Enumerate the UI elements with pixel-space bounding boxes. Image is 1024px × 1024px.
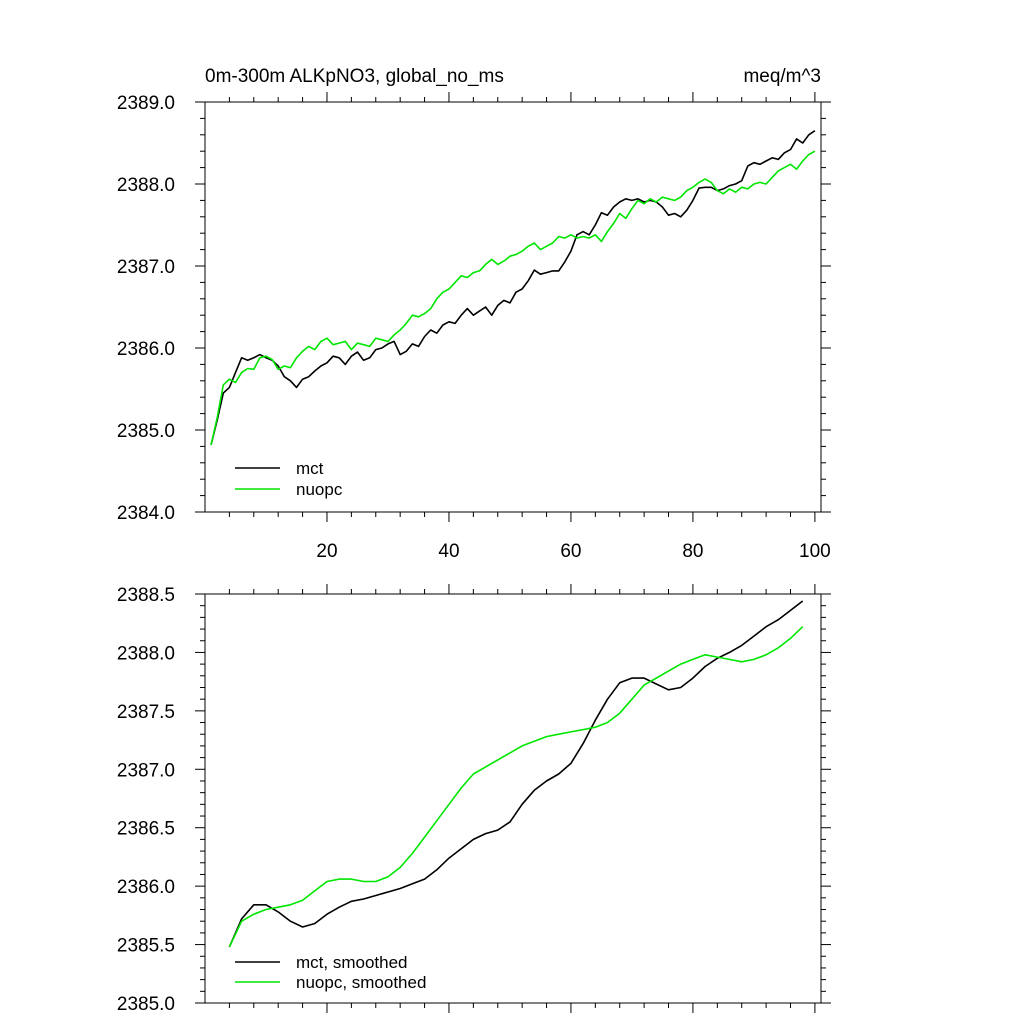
y-tick-label: 2387.0 (117, 760, 175, 781)
y-tick-label: 2388.0 (117, 175, 175, 196)
legend-label: nuopc, smoothed (296, 973, 426, 992)
chart-title-left: 0m-300m ALKpNO3, global_no_ms (205, 66, 504, 87)
series-line-black (228, 600, 804, 948)
x-tick-label: 60 (560, 541, 581, 562)
bottom-panel: 2385.0 2385.5 2386.0 2386.5 2387.0 2387.5 2388… (117, 584, 831, 1015)
legend-label: mct, smoothed (296, 953, 408, 972)
legend-label: nuopc (296, 480, 343, 499)
plot-frame (204, 101, 822, 513)
y-tick-label: 2387.0 (117, 257, 175, 278)
legend-label: mct (296, 459, 324, 478)
chart-title-right: meq/m^3 (743, 66, 821, 87)
top-panel: 20 40 60 80 100 2384.0 2385.0 2386.0 2387.0 2388.… (117, 66, 831, 562)
y-tick-label: 2388.0 (117, 643, 175, 664)
plot-frame (204, 593, 822, 1004)
y-tick-label: 2385.0 (117, 421, 175, 442)
x-tick-label: 100 (799, 541, 831, 562)
x-tick-label: 20 (316, 541, 337, 562)
y-tick-label: 2387.5 (117, 702, 175, 723)
y-tick-label: 2386.0 (117, 877, 175, 898)
x-tick-label: 80 (682, 541, 703, 562)
y-tick-label: 2389.0 (117, 93, 175, 114)
y-tick-label: 2388.5 (117, 585, 175, 606)
y-tick-label: 2385.0 (117, 994, 175, 1015)
x-tick-label: 40 (438, 541, 459, 562)
series-line-black (210, 130, 816, 445)
series-line-green (228, 626, 804, 948)
y-tick-label: 2384.0 (117, 503, 175, 524)
y-tick-label: 2386.5 (117, 819, 175, 840)
y-tick-label: 2386.0 (117, 339, 175, 360)
series-line-green (210, 150, 816, 445)
y-tick-label: 2385.5 (117, 936, 175, 957)
